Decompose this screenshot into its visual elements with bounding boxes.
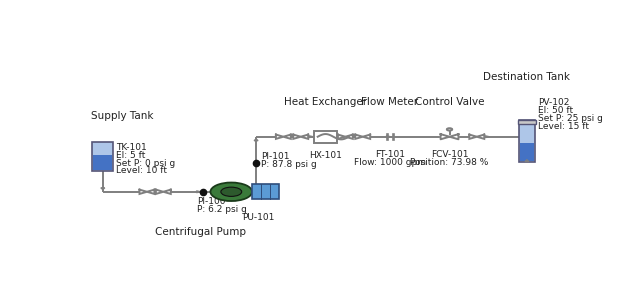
Bar [314,131,337,143]
Text: FCV-101: FCV-101 [431,150,468,159]
Text: Set P: 0 psi g: Set P: 0 psi g [116,159,175,168]
Bar [252,184,280,200]
Text: TK-101: TK-101 [116,143,147,152]
Polygon shape [485,136,489,138]
Text: P: 87.8 psi g: P: 87.8 psi g [261,160,317,169]
Text: Set P: 25 psi g: Set P: 25 psi g [538,114,603,123]
Text: El: 50 ft: El: 50 ft [538,106,573,115]
Bar [92,142,113,171]
Polygon shape [449,134,458,139]
Polygon shape [525,160,529,162]
Text: Level: 10 ft: Level: 10 ft [116,166,166,175]
Text: FT-101: FT-101 [375,150,405,159]
Text: P: 6.2 psi g: P: 6.2 psi g [197,204,247,214]
Text: PU-101: PU-101 [242,213,274,222]
Bar [518,120,536,124]
Polygon shape [309,136,313,138]
Text: PI-100: PI-100 [197,197,225,206]
Polygon shape [387,136,390,138]
Text: Flow Meter: Flow Meter [362,97,419,107]
Text: Heat Exchanger: Heat Exchanger [284,97,367,107]
Text: Level: 15 ft: Level: 15 ft [538,122,589,131]
Bar [519,120,535,162]
Text: PV-102: PV-102 [538,98,569,107]
Circle shape [211,182,252,201]
Text: Control Valve: Control Valve [415,97,484,107]
Text: Flow: 1000 gpm: Flow: 1000 gpm [354,158,426,167]
Bar [93,155,112,170]
Text: Destination Tank: Destination Tank [483,72,570,82]
Polygon shape [254,139,258,141]
Text: Supply Tank: Supply Tank [92,111,154,121]
Text: Centrifugal Pump: Centrifugal Pump [154,227,246,237]
Polygon shape [101,188,105,190]
Polygon shape [440,134,449,139]
Bar [520,143,534,161]
Text: HX-101: HX-101 [309,151,342,160]
Text: Position: 73.98 %: Position: 73.98 % [410,158,489,167]
Polygon shape [196,191,200,193]
Circle shape [221,187,242,196]
Text: PI-101: PI-101 [261,152,289,161]
Text: El: 5 ft: El: 5 ft [116,151,145,160]
